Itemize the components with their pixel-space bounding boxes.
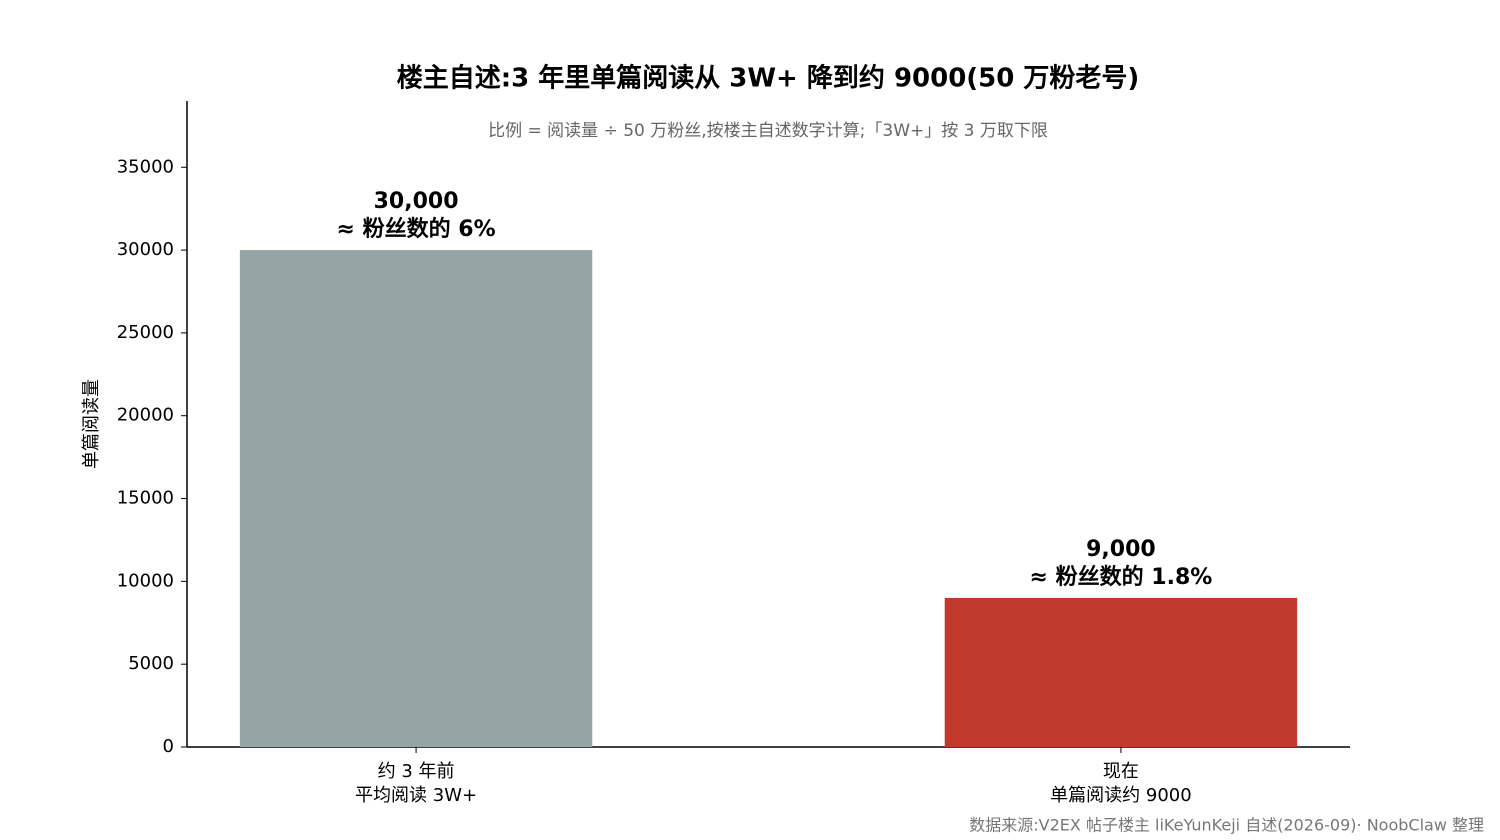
y-axis-label: 单篇阅读量 [81, 379, 102, 469]
y-tick-label: 25000 [117, 322, 174, 343]
y-tick-label: 5000 [128, 653, 174, 674]
y-tick-label: 15000 [117, 488, 174, 509]
bar [944, 597, 1298, 747]
y-tick-label: 35000 [117, 156, 174, 177]
value-label: 9,000 [1086, 537, 1156, 562]
y-tick-label: 30000 [117, 239, 174, 260]
x-tick-label: 现在 单篇阅读约 9000 [1050, 761, 1192, 806]
bar [239, 250, 593, 748]
x-tick-label: 约 3 年前 平均阅读 3W+ [355, 761, 478, 806]
y-tick-label: 0 [163, 736, 174, 757]
y-tick-label: 10000 [117, 570, 174, 591]
source-note: 数据来源:V2EX 帖子楼主 liKeYunKeji 自述(2026-09)· … [969, 816, 1484, 835]
chart-subtitle: 比例 = 阅读量 ÷ 50 万粉丝,按楼主自述数字计算;「3W+」按 3 万取下… [488, 121, 1048, 141]
chart-title: 楼主自述:3 年里单篇阅读从 3W+ 降到约 9000(50 万粉老号) [397, 63, 1140, 94]
y-tick-label: 20000 [117, 405, 174, 426]
value-label: 30,000 [374, 189, 459, 214]
value-annotation: ≈ 粉丝数的 6% [337, 216, 496, 242]
value-annotation: ≈ 粉丝数的 1.8% [1030, 564, 1213, 590]
